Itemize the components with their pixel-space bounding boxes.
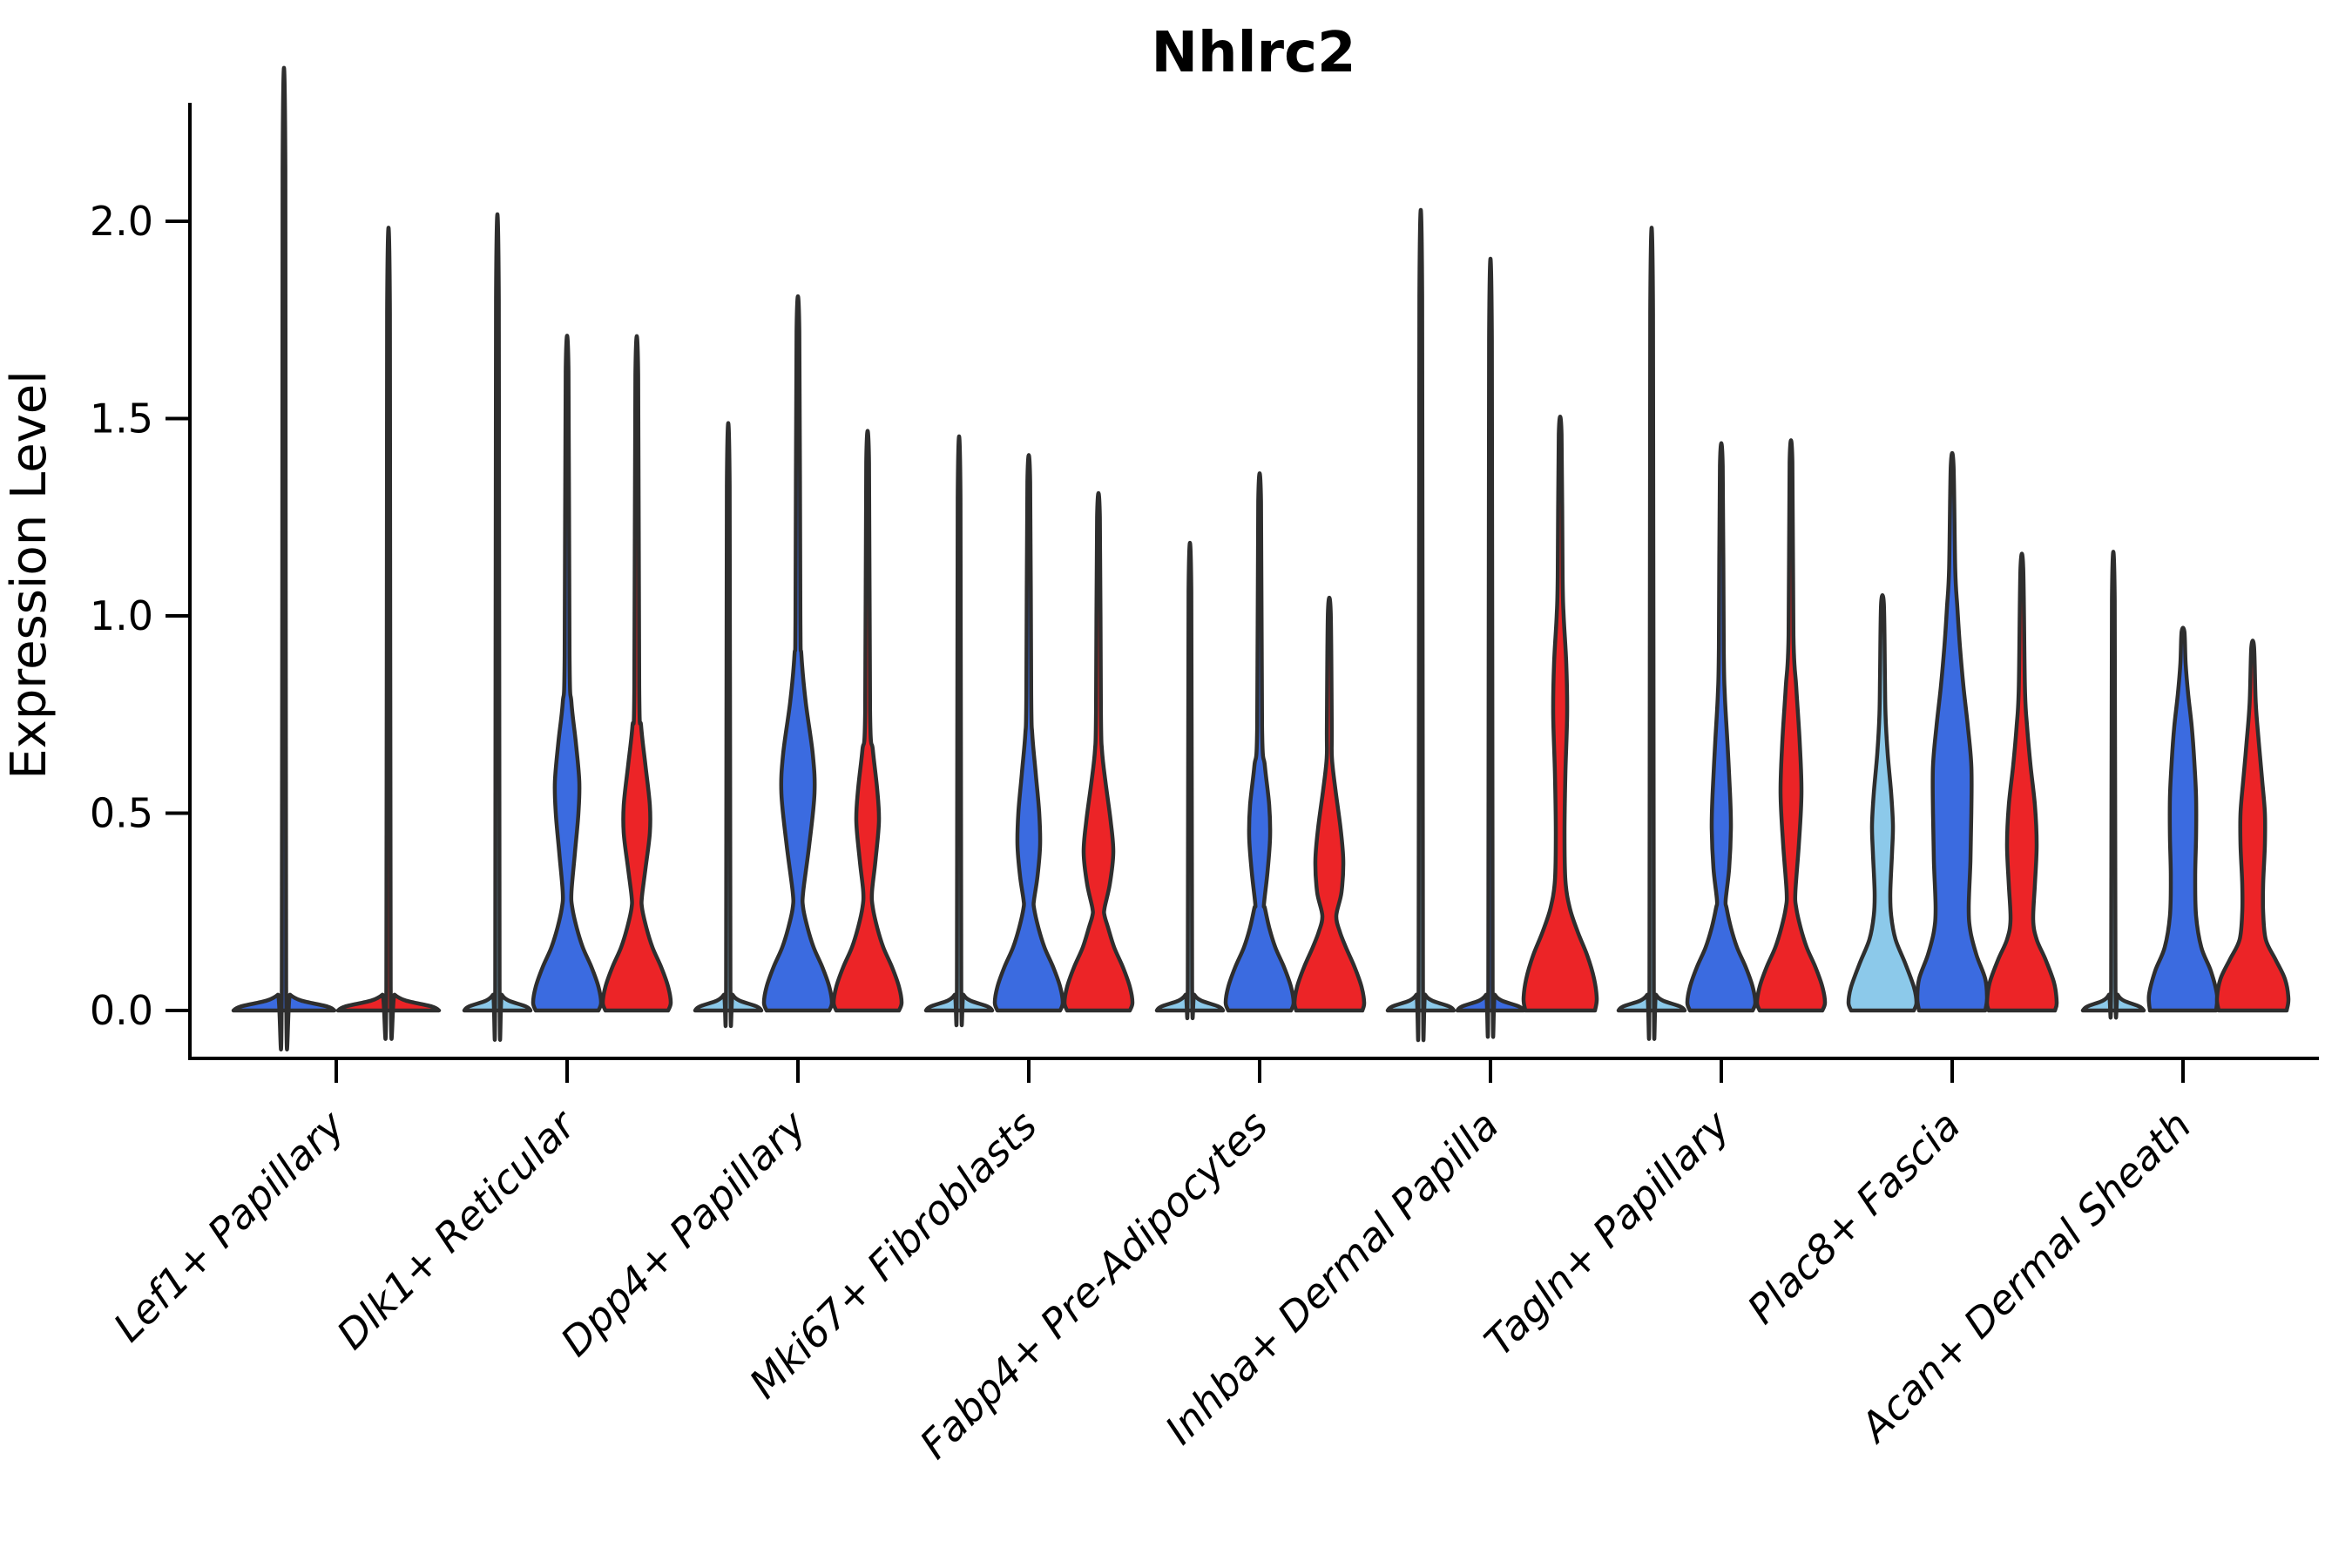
violin-4-red xyxy=(1062,491,1135,1013)
violin-8-red xyxy=(1984,551,2059,1013)
violin-1-red xyxy=(335,226,442,1041)
violin-1-blue xyxy=(231,65,337,1051)
y-tick-label: 2.0 xyxy=(90,198,153,245)
violin-5-red xyxy=(1292,595,1367,1013)
violin-6-blue xyxy=(1455,256,1526,1039)
violin-6-skyblue xyxy=(1385,208,1456,1043)
violin-2-blue xyxy=(531,334,604,1013)
violin-5-blue xyxy=(1223,471,1296,1013)
violin-3-red xyxy=(831,429,904,1013)
x-category-label: Tagln+ Papillary xyxy=(1475,1101,1739,1365)
y-tick-label: 0.5 xyxy=(90,790,153,837)
y-tick-label: 1.0 xyxy=(90,592,153,639)
violin-6-red xyxy=(1521,414,1599,1013)
y-tick-label: 0.0 xyxy=(90,987,153,1034)
x-category-label: Plac8+ Fascia xyxy=(1738,1102,1969,1333)
x-category-label: Dpp4+ Papillary xyxy=(551,1101,815,1365)
violin-2-skyblue xyxy=(462,213,533,1042)
y-ticks-layer: 0.0 0.5 1.0 1.5 2.0 xyxy=(90,198,190,1034)
violin-3-skyblue xyxy=(693,421,764,1029)
violins-layer xyxy=(231,65,2291,1051)
violin-2-red xyxy=(600,334,673,1013)
violin-3-blue xyxy=(761,294,835,1013)
violin-4-skyblue xyxy=(923,434,995,1028)
violin-9-skyblue xyxy=(2080,550,2146,1020)
violin-9-red xyxy=(2214,639,2291,1013)
violin-4-blue xyxy=(992,453,1065,1013)
violin-7-skyblue xyxy=(1616,226,1687,1041)
violin-8-blue xyxy=(1915,450,1990,1013)
violin-5-skyblue xyxy=(1154,541,1226,1020)
chart-title: Nhlrc2 xyxy=(1151,21,1355,85)
y-tick-label: 1.5 xyxy=(90,395,153,443)
violin-7-red xyxy=(1754,438,1828,1013)
y-axis-label: Expression Level xyxy=(1,370,57,780)
x-category-label: Lef1+ Papillary xyxy=(105,1101,354,1350)
violin-7-blue xyxy=(1685,441,1758,1013)
violin-8-skyblue xyxy=(1846,592,1919,1013)
x-category-label: Dlk1+ Reticular xyxy=(328,1099,586,1358)
axes-layer xyxy=(188,103,2319,1060)
violin-9-blue xyxy=(2146,625,2220,1013)
